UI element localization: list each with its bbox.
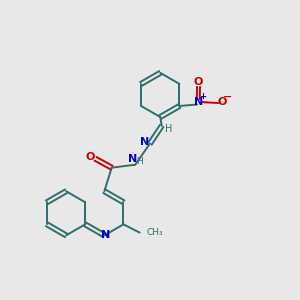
- Text: −: −: [223, 92, 232, 102]
- Text: H: H: [136, 157, 143, 166]
- Text: N: N: [140, 137, 149, 147]
- Text: O: O: [194, 76, 203, 86]
- Text: N: N: [128, 154, 137, 164]
- Text: CH₃: CH₃: [146, 228, 163, 237]
- Text: +: +: [200, 92, 206, 101]
- Text: O: O: [85, 152, 95, 162]
- Text: H: H: [165, 124, 173, 134]
- Text: N: N: [194, 97, 203, 106]
- Text: O: O: [218, 97, 227, 107]
- Text: N: N: [100, 230, 110, 240]
